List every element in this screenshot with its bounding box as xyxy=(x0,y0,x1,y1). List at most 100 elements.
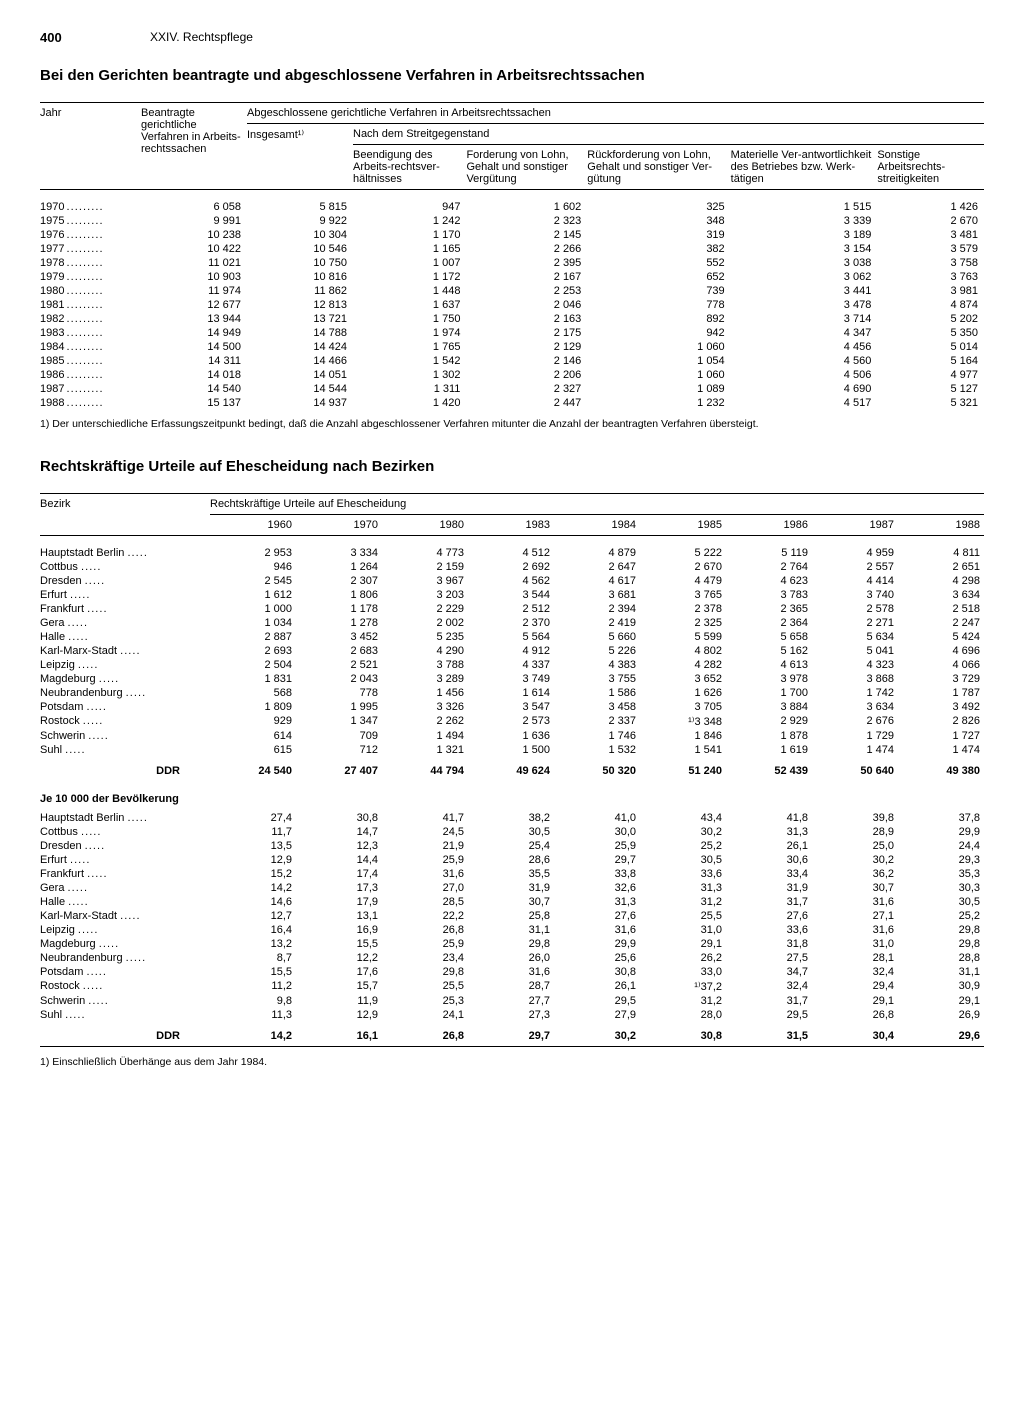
data-cell: 2 764 xyxy=(726,560,812,574)
data-cell: 2 129 xyxy=(466,340,587,354)
total-cell: 52 439 xyxy=(726,757,812,781)
th-abgeschlossen: Abgeschlossene gerichtliche Verfahren in… xyxy=(247,103,984,124)
data-cell: 29,8 xyxy=(898,923,984,937)
data-cell: 2 953 xyxy=(210,546,296,560)
data-cell: 5 127 xyxy=(877,382,984,396)
data-cell: 2 229 xyxy=(382,602,468,616)
data-cell: 778 xyxy=(296,686,382,700)
data-cell: 15,7 xyxy=(296,979,382,994)
data-cell: 1 178 xyxy=(296,602,382,616)
data-cell: 25,2 xyxy=(898,909,984,923)
th-forderung: Forderung von Lohn, Gehalt und sonstiger… xyxy=(466,145,587,190)
data-cell: 4 323 xyxy=(812,658,898,672)
data-cell: 1 302 xyxy=(353,368,466,382)
bezirk-cell: Gera xyxy=(40,881,210,895)
data-cell: 16,4 xyxy=(210,923,296,937)
data-cell: 17,3 xyxy=(296,881,382,895)
table-row: Cottbus 11,714,724,530,530,030,231,328,9… xyxy=(40,825,984,839)
data-cell: 1 060 xyxy=(587,340,730,354)
data-cell: 28,5 xyxy=(382,895,468,909)
total-cell: 16,1 xyxy=(296,1022,382,1047)
data-cell: 30,8 xyxy=(296,811,382,825)
table-row: 198714 54014 5441 3112 3271 0894 6905 12… xyxy=(40,382,984,396)
data-cell: 2 370 xyxy=(468,616,554,630)
data-cell: 3 634 xyxy=(812,700,898,714)
data-cell: 739 xyxy=(587,284,730,298)
table-row: Halle 14,617,928,530,731,331,231,731,630… xyxy=(40,895,984,909)
total-cell: 49 624 xyxy=(468,757,554,781)
data-cell: 3 062 xyxy=(731,270,878,284)
th-year: 1987 xyxy=(812,514,898,535)
data-cell: 1 750 xyxy=(353,312,466,326)
data-cell: 2 651 xyxy=(898,560,984,574)
bezirk-cell: Hauptstadt Berlin xyxy=(40,546,210,560)
total-cell: 29,6 xyxy=(898,1022,984,1047)
table-row: Hauptstadt Berlin 27,430,841,738,241,043… xyxy=(40,811,984,825)
data-cell: 1 742 xyxy=(812,686,898,700)
data-cell: 1 612 xyxy=(210,588,296,602)
data-cell: 3 189 xyxy=(731,228,878,242)
bezirk-cell: Halle xyxy=(40,895,210,909)
table-row: Magdeburg 13,215,525,929,829,929,131,831… xyxy=(40,937,984,951)
data-cell: 3 740 xyxy=(812,588,898,602)
data-cell: 28,1 xyxy=(812,951,898,965)
data-cell: 14 311 xyxy=(141,354,247,368)
data-cell: 3 763 xyxy=(877,270,984,284)
data-cell: 17,4 xyxy=(296,867,382,881)
data-cell: 14 018 xyxy=(141,368,247,382)
data-cell: 25,6 xyxy=(554,951,640,965)
data-cell: 11 974 xyxy=(141,284,247,298)
data-cell: 1 614 xyxy=(468,686,554,700)
table-row: Schwerin 6147091 4941 6361 7461 8461 878… xyxy=(40,729,984,743)
data-cell: 2 262 xyxy=(382,714,468,729)
data-cell: 942 xyxy=(587,326,730,340)
table-row: Rostock 9291 3472 2622 5732 337¹⁾3 3482 … xyxy=(40,714,984,729)
data-cell: 29,9 xyxy=(554,937,640,951)
data-cell: 35,5 xyxy=(468,867,554,881)
data-cell: 3 203 xyxy=(382,588,468,602)
year-cell: 1975 xyxy=(40,214,141,228)
data-cell: 2 647 xyxy=(554,560,640,574)
data-cell: 4 517 xyxy=(731,396,878,410)
th-rechtskraeftig: Rechtskräftige Urteile auf Ehescheidung xyxy=(210,493,984,514)
data-cell: 14 544 xyxy=(247,382,353,396)
data-cell: 4 383 xyxy=(554,658,640,672)
data-cell: 4 977 xyxy=(877,368,984,382)
data-cell: 15 137 xyxy=(141,396,247,410)
th-year: 1988 xyxy=(898,514,984,535)
data-cell: 382 xyxy=(587,242,730,256)
th-beendigung: Beendigung des Arbeits-rechtsver-hältnis… xyxy=(353,145,466,190)
bezirk-cell: Gera xyxy=(40,616,210,630)
data-cell: 9 922 xyxy=(247,214,353,228)
data-cell: 5 424 xyxy=(898,630,984,644)
data-cell: 3 967 xyxy=(382,574,468,588)
data-cell: 947 xyxy=(353,200,466,214)
table-row: Karl-Marx-Stadt 12,713,122,225,827,625,5… xyxy=(40,909,984,923)
data-cell: 31,9 xyxy=(468,881,554,895)
data-cell: 3 289 xyxy=(382,672,468,686)
data-cell: 1 746 xyxy=(554,729,640,743)
year-cell: 1980 xyxy=(40,284,141,298)
data-cell: 3 478 xyxy=(731,298,878,312)
data-cell: 27,5 xyxy=(726,951,812,965)
data-cell: 2 307 xyxy=(296,574,382,588)
data-cell: 39,8 xyxy=(812,811,898,825)
bezirk-cell: Suhl xyxy=(40,1008,210,1022)
data-cell: 1 474 xyxy=(898,743,984,757)
data-cell: 2 573 xyxy=(468,714,554,729)
table2-footnote: 1) Einschließlich Überhänge aus dem Jahr… xyxy=(40,1056,984,1070)
data-cell: 3 339 xyxy=(731,214,878,228)
data-cell: 11,9 xyxy=(296,994,382,1008)
data-cell: 11 862 xyxy=(247,284,353,298)
data-cell: 1 846 xyxy=(640,729,726,743)
data-cell: 712 xyxy=(296,743,382,757)
data-cell: 12 813 xyxy=(247,298,353,312)
data-cell: 10 422 xyxy=(141,242,247,256)
data-cell: 1 347 xyxy=(296,714,382,729)
data-cell: 2 504 xyxy=(210,658,296,672)
table-row: Erfurt 12,914,425,928,629,730,530,630,22… xyxy=(40,853,984,867)
table-row: 197610 23810 3041 1702 1453193 1893 481 xyxy=(40,228,984,242)
th-rueckforderung: Rückforderung von Lohn, Gehalt und sonst… xyxy=(587,145,730,190)
table-row: Leipzig 2 5042 5213 7884 3374 3834 2824 … xyxy=(40,658,984,672)
data-cell: 778 xyxy=(587,298,730,312)
